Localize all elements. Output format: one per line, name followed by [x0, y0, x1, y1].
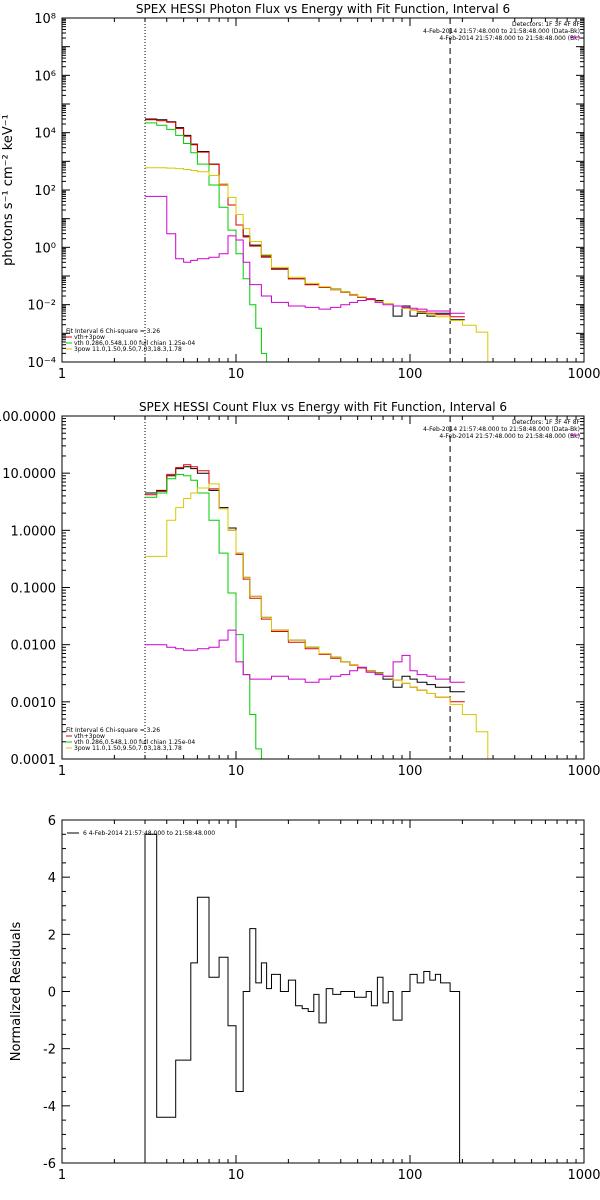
y-tick-label: 0.0001 — [11, 753, 57, 768]
legend-top: 6 4-Feb-2014 21:57:48.000 to 21:58:48.00… — [67, 830, 215, 837]
x-tick-label: 1 — [58, 1168, 66, 1183]
series-line-3 — [145, 167, 500, 362]
series-line-4 — [145, 195, 465, 314]
series-line-2 — [145, 473, 262, 759]
legend-top-text: 4-Feb-2014 21:57:48.000 to 21:58:48.000 … — [439, 35, 580, 42]
y-tick-label: 0.0100 — [11, 639, 57, 654]
legend-bottom-text: Fit Interval 6 Chi-square = 3.26 — [66, 727, 160, 734]
y-tick-label: -4 — [43, 1100, 56, 1115]
plot-frame — [61, 819, 585, 1164]
legend-top-text: Detectors: 1F 3F 4F 8F — [512, 419, 581, 426]
legend-top-text: Detectors: 1F 3F 4F 8F — [512, 21, 581, 28]
x-tick-label: 10 — [228, 1168, 245, 1183]
x-tick-label: 100 — [398, 1168, 423, 1183]
x-tick-label: 100 — [398, 367, 423, 382]
y-tick-label: 10.0000 — [2, 467, 56, 482]
y-axis-label: photons s⁻¹ cm⁻² keV⁻¹ — [1, 114, 16, 266]
x-tick-label: 1 — [58, 764, 66, 779]
y-tick-label: 10⁶ — [34, 69, 56, 84]
series-line-3 — [145, 483, 500, 759]
x-tick-label: 1000 — [567, 367, 600, 382]
x-axis: 1 10 100 1000 — [58, 416, 600, 779]
y-tick-label: 10⁴ — [34, 127, 56, 142]
series-group — [145, 118, 500, 362]
y-tick-label: 0.0010 — [11, 696, 57, 711]
chart-title: SPEX HESSI Count Flux vs Energy with Fit… — [139, 400, 507, 414]
legend-top-text: 4-Feb-2014 21:57:48.000 to 21:58:48.000 … — [439, 433, 580, 440]
y-tick-label: 6 — [48, 814, 56, 829]
y-axis: -6 -4 -2 0 2 4 6 — [43, 814, 584, 1172]
series-line-2 — [145, 122, 268, 362]
y-tick-label: 4 — [48, 871, 56, 886]
legend-bottom-text: vth+3pow — [74, 733, 105, 740]
y-tick-label: 10⁻² — [27, 299, 56, 314]
y-tick-label: 2 — [48, 928, 56, 943]
y-axis-label: Normalized Residuals — [9, 922, 24, 1062]
series-group — [144, 833, 461, 1163]
legend-bottom-text: Fit Interval 6 Chi-square = 3.26 — [66, 328, 160, 335]
x-axis: 1 10 100 1000 — [58, 18, 600, 382]
legend-bottom-text: 3pow 11.0,1.50,9.50,7.03,18.3,1.78 — [74, 346, 182, 353]
legend-top-text: 6 4-Feb-2014 21:57:48.000 to 21:58:48.00… — [83, 830, 215, 837]
plot-frame — [61, 415, 585, 760]
y-tick-label: 100.0000 — [0, 410, 56, 425]
legend-bottom: Fit Interval 6 Chi-square = 3.26vth+3pow… — [66, 328, 195, 353]
plot-frame — [61, 17, 585, 363]
legend-top: Detectors: 1F 3F 4F 8F4-Feb-2014 21:57:4… — [423, 21, 580, 42]
residuals-panel: 1 10 100 1000 -6 -4 -2 0 2 4 6 Normalized Residuals… — [9, 814, 600, 1183]
y-tick-label: 1.0000 — [11, 524, 57, 539]
x-tick-label: 10 — [228, 367, 245, 382]
y-tick-label: 10² — [34, 184, 56, 199]
series-line-0 — [145, 466, 465, 693]
y-axis: 0.0001 0.0010 0.0100 0.1000 1.0000 10.0000 100… — [0, 410, 584, 768]
x-tick-label: 1000 — [567, 764, 600, 779]
series-line-1 — [145, 464, 465, 703]
legend-top-text: 4-Feb-2014 21:57:48.000 to 21:58:48.000 … — [423, 28, 580, 35]
series-group — [145, 464, 500, 759]
y-tick-label: 10⁰ — [34, 241, 56, 256]
series-line-0 — [144, 833, 461, 1163]
x-tick-label: 100 — [398, 764, 423, 779]
y-tick-label: 0.1000 — [11, 582, 57, 597]
y-tick-label: -6 — [43, 1157, 56, 1172]
legend-bottom: Fit Interval 6 Chi-square = 3.26vth+3pow… — [66, 727, 195, 752]
x-tick-label: 10 — [228, 764, 245, 779]
y-axis: 10⁻⁴ 10⁻² 10⁰ 10² 10⁴ 10⁶ 10⁸ — [27, 12, 584, 371]
y-tick-label: 0 — [48, 986, 56, 1001]
legend-bottom-text: vth+3pow — [74, 334, 105, 341]
legend-top: Detectors: 1F 3F 4F 8F4-Feb-2014 21:57:4… — [423, 419, 580, 440]
series-line-1 — [145, 119, 465, 318]
series-line-4 — [145, 629, 465, 683]
series-line-0 — [145, 118, 465, 321]
photon-flux-panel: SPEX HESSI Photon Flux vs Energy with Fi… — [1, 2, 600, 382]
y-tick-label: -2 — [43, 1043, 56, 1058]
count-flux-panel: SPEX HESSI Count Flux vs Energy with Fit… — [0, 400, 600, 779]
legend-top-text: 4-Feb-2014 21:57:48.000 to 21:58:48.000 … — [423, 426, 580, 433]
x-tick-label: 1000 — [567, 1168, 600, 1183]
x-tick-label: 1 — [58, 367, 66, 382]
legend-bottom-text: 3pow 11.0,1.50,9.50,7.03,18.3,1.78 — [74, 745, 182, 752]
legend-bottom-text: vth 0.286,0.548,1.00 full chian 1.25e-04 — [74, 340, 195, 347]
legend-bottom-text: vth 0.286,0.548,1.00 full chian 1.25e-04 — [74, 739, 195, 746]
x-axis: 1 10 100 1000 — [58, 820, 600, 1183]
chart-title: SPEX HESSI Photon Flux vs Energy with Fi… — [136, 2, 510, 16]
y-tick-label: 10⁸ — [34, 12, 56, 27]
y-tick-label: 10⁻⁴ — [27, 356, 56, 371]
